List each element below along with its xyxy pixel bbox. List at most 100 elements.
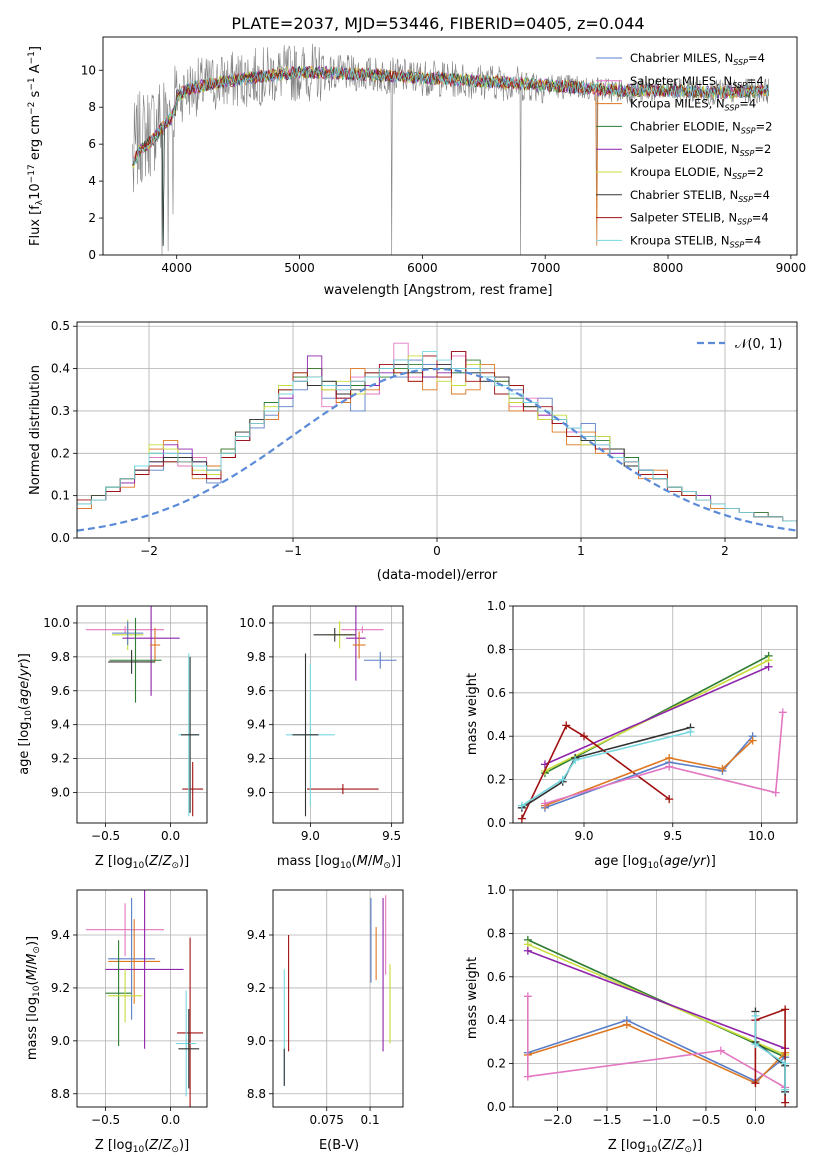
axes-frame: [272, 889, 404, 1108]
x-tick-label: 7000: [530, 261, 561, 275]
spectrum-legend: Chabrier MILES, NSSP=4 Salpeter MILES, NS…: [596, 51, 772, 249]
y-tick-label: 0.0: [51, 531, 70, 545]
x-tick-label: 0: [433, 544, 441, 558]
mass-weight-series-salpeter_elodie: [540, 662, 773, 769]
mass-weight-point: [665, 795, 674, 804]
mass-weight-point: [523, 992, 532, 1001]
y-tick-label: 4: [88, 174, 96, 188]
z-vs-age-panel: −0.5 0.0 9.0 9.2 9.4 9.6 9.8 10.0 Z [log10(Z/Z⊙…: [17, 605, 208, 871]
residuals-panel: −2 −1 0 1 2 0.0 0.1 0.2 0.3 0.4 0.5 (data-model)/e…: [28, 319, 798, 583]
errorbar-salpeter_elodie: [122, 606, 180, 696]
errorbar-chabrier_stelib: [292, 653, 319, 817]
legend-label-salpeter_miles: Salpeter MILES, NSSP=4: [630, 74, 764, 90]
x-tick-label: 5000: [284, 261, 315, 275]
mass-weight-point: [686, 727, 695, 736]
x-tick-label: −0.5: [91, 1113, 120, 1127]
x-tick-label: 9.0: [301, 829, 320, 843]
y-tick-label: 9.0: [51, 785, 70, 799]
axes-frame: [76, 889, 208, 1108]
axes-frame: [76, 605, 208, 824]
y-tick-label: 8: [88, 100, 96, 114]
model-spectrum-kroupa_stelib: [132, 65, 770, 166]
mass-weight-line: [544, 739, 754, 807]
errorbar-kroupa_miles: [149, 628, 161, 662]
spectrum-xlabel: wavelength [Angstrom, rest frame]: [324, 283, 553, 298]
y-tick-label: 9.2: [51, 981, 70, 995]
errorbar-salpeter_miles: [86, 626, 165, 634]
y-tick-label: 10.0: [239, 616, 266, 630]
mass-vs-age-panel: 9.0 9.5 9.0 9.2 9.4 9.6 9.8 10.0 mass [log10(M/…: [239, 605, 404, 871]
y-tick-label: 9.6: [247, 684, 266, 698]
z-vs-mass-xlabel: Z [log10(Z/Z⊙)]: [95, 1138, 189, 1155]
axes-frame: [512, 889, 798, 1108]
histogram-chabrier_stelib: [77, 363, 797, 522]
x-tick-label: 4000: [161, 261, 192, 275]
mass-weight-point: [764, 662, 773, 671]
errorbar-salpeter_elodie: [105, 890, 184, 1049]
errorbar-chabrier_miles: [108, 897, 155, 1020]
errorbar-chabrier_stelib: [313, 628, 356, 642]
y-tick-label: 0.1: [51, 489, 70, 503]
massweight_vs_z-axes: −2.0 −1.5 −1.0 −0.5 0.0 0.0 0.2 0.4 0.6 0.8 1.0: [487, 883, 798, 1127]
histogram-chabrier_miles: [77, 359, 797, 522]
x-tick-label: −0.5: [691, 1113, 720, 1127]
mass-weight-point: [523, 1072, 532, 1081]
mass-weight-point: [771, 788, 780, 797]
mass-weight-series-salpeter_stelib: [517, 721, 674, 823]
x-tick-label: −1.0: [642, 1113, 671, 1127]
y-tick-label: 2: [88, 211, 96, 225]
errorbar-salpeter_stelib: [177, 937, 204, 1107]
mass-weight-point: [558, 775, 567, 784]
x-tick-label: −0.5: [91, 829, 120, 843]
z_vs_mass-data-layer: [77, 890, 207, 1107]
mass-weight-point: [781, 1059, 790, 1068]
z-vs-age-xlabel: Z [log10(Z/Z⊙)]: [95, 854, 189, 871]
mass-weight-point: [665, 762, 674, 771]
legend-label-salpeter_elodie: Salpeter ELODIE, NSSP=2: [630, 142, 771, 158]
mass_vs_age-axes: 9.0 9.5 9.0 9.2 9.4 9.6 9.8 10.0: [239, 605, 404, 843]
massweight-vs-age-xlabel: age [log10(age/yr)]: [594, 854, 716, 871]
mass-weight-series-kroupa_stelib: [751, 1011, 790, 1094]
y-tick-label: 0.2: [487, 1057, 506, 1071]
mass-weight-point: [562, 721, 571, 730]
mass-weight-point: [523, 946, 532, 955]
errorbar-kroupa_stelib: [175, 990, 197, 1097]
y-tick-label: 0.6: [487, 686, 506, 700]
z_vs_age-data-layer: [77, 606, 207, 823]
x-tick-label: 0.0: [746, 1113, 765, 1127]
histogram-chabrier_elodie: [77, 359, 797, 522]
legend-label-kroupa_stelib: Kroupa STELIB, NSSP=4: [630, 233, 761, 249]
residuals-legend: 𝒩(0, 1): [697, 337, 782, 352]
figure-title: PLATE=2037, MJD=53446, FIBERID=0405, z=0…: [231, 14, 644, 33]
mass-vs-age-xlabel: mass [log10(M/M⊙)]: [277, 854, 401, 871]
mass-weight-point: [517, 801, 526, 810]
mass-weight-line: [527, 950, 786, 1050]
y-tick-label: 10: [81, 63, 96, 77]
massweight_vs_age-axes: 9.0 9.5 10.0 0.0 0.2 0.4 0.6 0.8 1.0: [487, 599, 798, 843]
x-tick-label: 1: [577, 544, 585, 558]
mass-weight-series-kroupa_stelib: [517, 727, 695, 810]
mass-weight-line: [544, 655, 769, 774]
mass-weight-line: [544, 712, 784, 805]
mass-weight-point: [751, 1040, 760, 1049]
spectrum-data-layer: [132, 43, 770, 255]
y-tick-label: 9.2: [247, 981, 266, 995]
legend-label-chabrier_miles: Chabrier MILES, NSSP=4: [630, 51, 765, 67]
y-tick-label: 9.0: [247, 1034, 266, 1048]
y-tick-label: 0.8: [487, 926, 506, 940]
errorbar-kroupa_miles: [352, 631, 366, 659]
x-tick-label: 10.0: [748, 829, 775, 843]
mass-weight-point: [781, 1085, 790, 1094]
mass-weight-point: [540, 799, 549, 808]
massweight-vs-z-panel: −2.0 −1.5 −1.0 −0.5 0.0 0.0 0.2 0.4 0.6 0.8 1.0 Z …: [465, 883, 798, 1155]
mass-weight-series-kroupa_miles: [540, 736, 757, 810]
y-tick-label: 0.4: [487, 729, 506, 743]
y-tick-label: 6: [88, 137, 96, 151]
y-tick-label: 0.2: [51, 446, 70, 460]
z_vs_mass-axes: −0.5 0.0 8.8 9.0 9.2 9.4: [51, 889, 208, 1127]
histogram-salpeter_stelib: [77, 351, 797, 522]
errorbar-chabrier_stelib: [181, 656, 200, 813]
mass-weight-point: [580, 732, 588, 741]
y-tick-label: 0: [88, 248, 96, 262]
